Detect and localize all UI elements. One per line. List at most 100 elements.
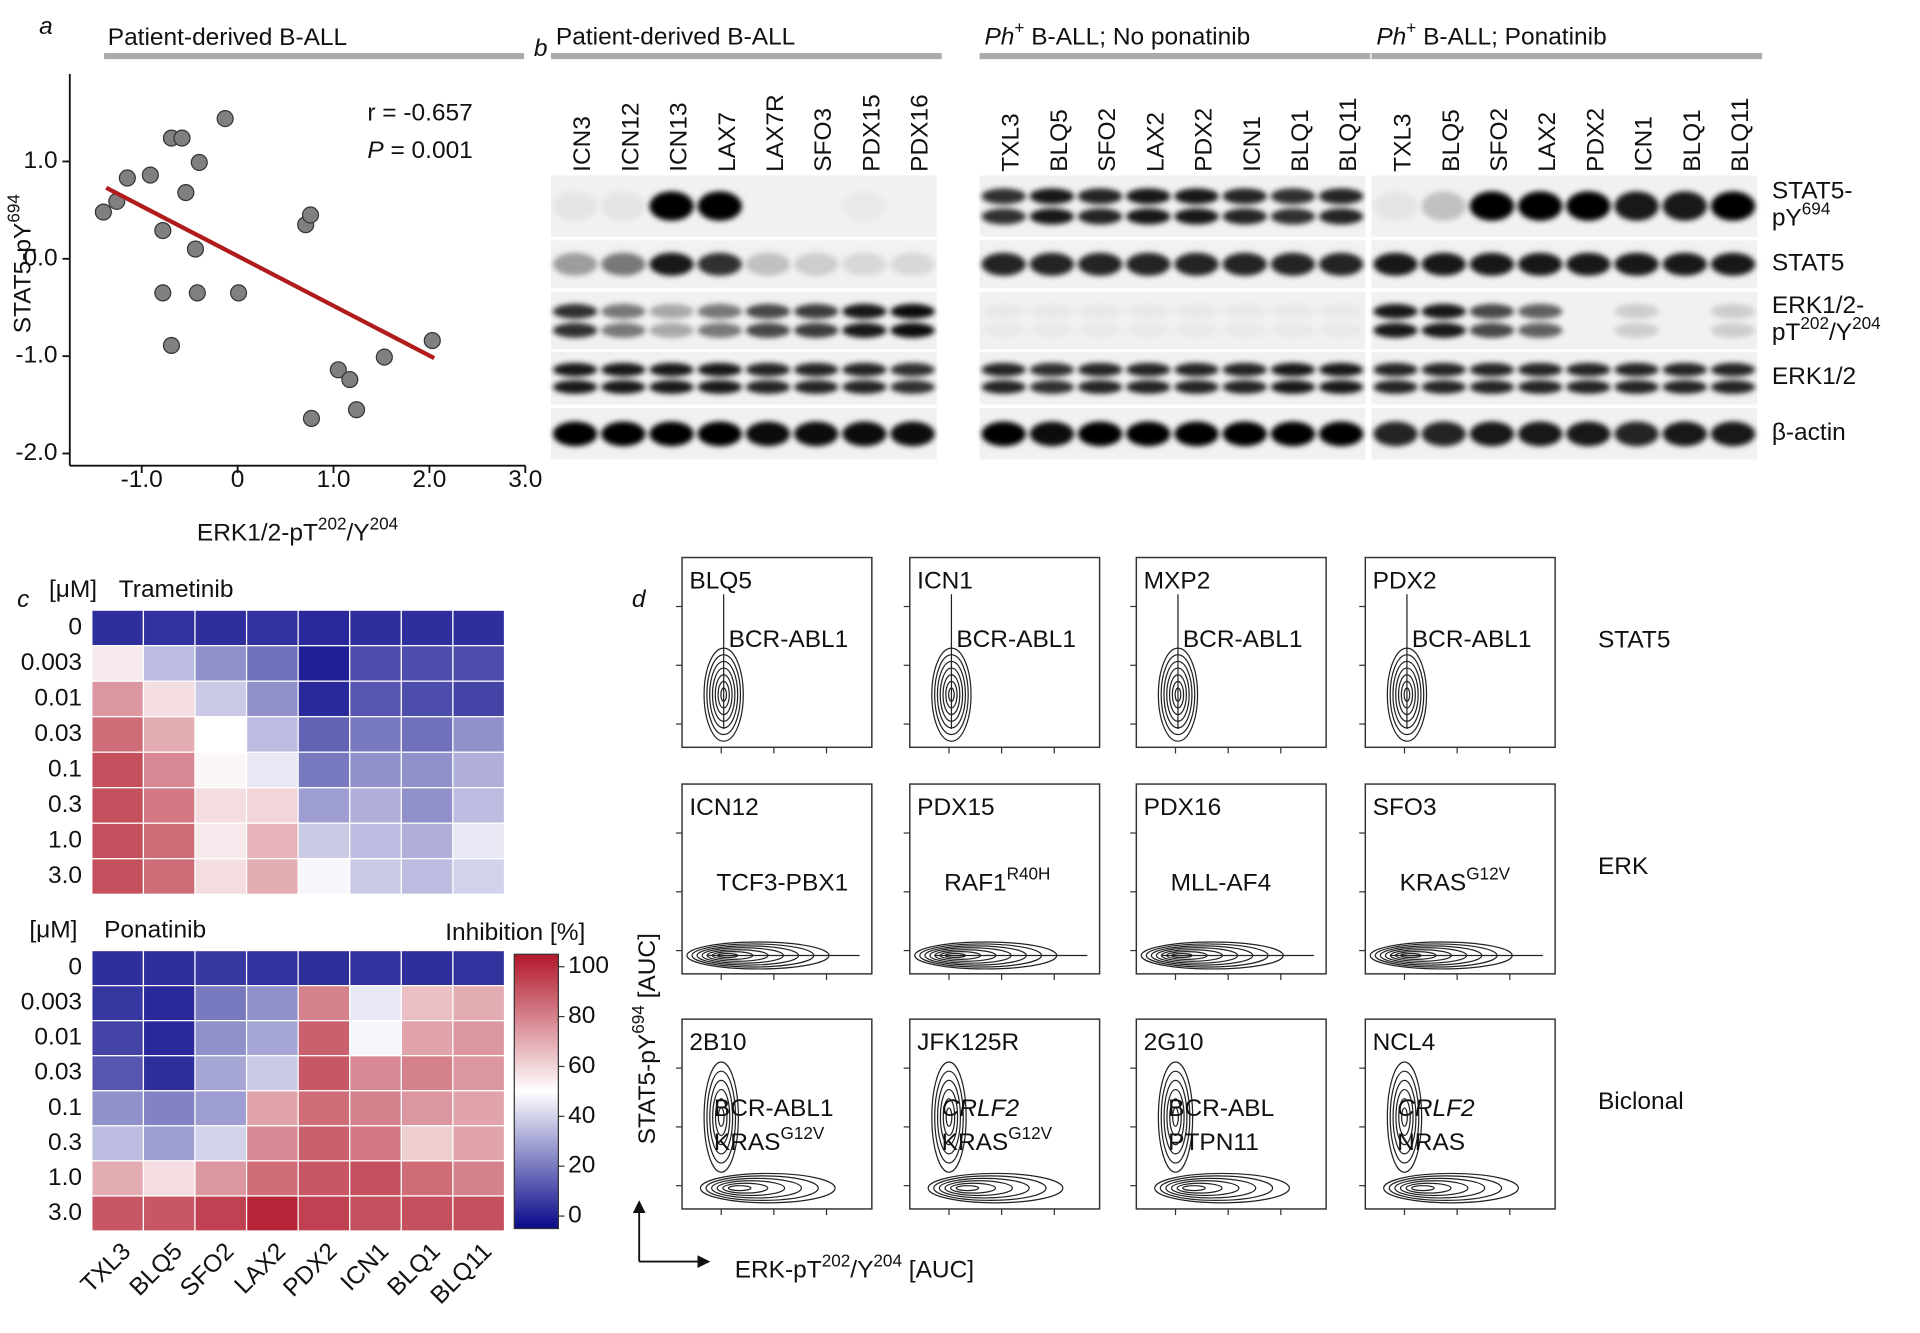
band xyxy=(1270,252,1316,276)
contour xyxy=(716,1180,786,1197)
heat-cell xyxy=(194,858,248,895)
blot-group-title-part: Patient-derived B-ALL xyxy=(556,24,795,51)
contour xyxy=(722,1182,769,1194)
column-label: ICN1 xyxy=(336,1238,395,1297)
band xyxy=(1126,421,1171,447)
lane-label: ICN3 xyxy=(569,116,596,172)
flow-contours xyxy=(1157,594,1199,742)
contour xyxy=(1392,1079,1417,1155)
band xyxy=(649,252,694,276)
lane-label: BLQ5 xyxy=(1438,109,1465,172)
x-axis-label-part: 202 xyxy=(318,513,347,533)
heat-cell xyxy=(245,1195,299,1232)
point xyxy=(301,206,320,224)
heat-cell xyxy=(194,949,248,987)
heat-cell xyxy=(91,787,145,824)
band xyxy=(794,252,839,276)
blot-row-label-part: β-actin xyxy=(1772,419,1846,446)
blot-group-title-part: B-ALL; Ponatinib xyxy=(1416,24,1606,51)
genotype-label: BCR-ABL1 xyxy=(729,626,849,653)
flow-x-label-part: 202 xyxy=(822,1250,851,1270)
heat-cell xyxy=(194,1195,248,1232)
heat-cell xyxy=(349,751,402,789)
flow-row-label: Biclonal xyxy=(1598,1088,1684,1115)
band xyxy=(1373,380,1418,394)
band xyxy=(981,252,1026,276)
heat-cell xyxy=(297,822,351,860)
contour xyxy=(1159,1175,1274,1201)
band xyxy=(745,322,791,338)
band xyxy=(1421,322,1466,338)
colorbar-tick-label: 100 xyxy=(568,952,609,979)
annotation-part: r = -0.657 xyxy=(367,100,472,127)
sample-label: PDX15 xyxy=(917,794,995,821)
band xyxy=(1077,252,1123,276)
heat-cell xyxy=(349,609,402,647)
flow-contours xyxy=(914,941,1088,970)
band xyxy=(745,380,791,394)
flow-contours xyxy=(686,941,860,970)
heat-cell xyxy=(452,716,506,753)
header-bar xyxy=(979,53,1371,60)
heat-cell xyxy=(452,985,506,1022)
band xyxy=(1319,362,1364,377)
lane-label: TXL3 xyxy=(1390,113,1417,171)
sample-label: 2G10 xyxy=(1144,1029,1204,1056)
band xyxy=(601,362,646,377)
heat-cell xyxy=(142,822,196,860)
heat-cell xyxy=(400,1020,454,1057)
heat-cell xyxy=(297,858,351,895)
sample-label: ICN12 xyxy=(689,794,758,821)
band xyxy=(1710,380,1756,394)
colorbar-tick-label: 60 xyxy=(568,1052,595,1079)
heat-cell xyxy=(297,751,351,789)
band xyxy=(1566,304,1610,319)
row-label: 0.03 xyxy=(34,1059,82,1086)
band xyxy=(794,421,839,447)
heat-cell xyxy=(400,985,454,1022)
flow-row-label: ERK xyxy=(1598,853,1649,880)
genotype-label: BCR-ABL1 xyxy=(714,1095,834,1122)
heat-cell xyxy=(194,1160,248,1197)
heat-cell xyxy=(245,1125,299,1162)
band xyxy=(1030,304,1074,319)
panel-label: b xyxy=(534,35,548,62)
heat-cell xyxy=(297,1020,351,1057)
point xyxy=(230,284,248,302)
flow-plot-frame xyxy=(681,1018,873,1210)
band xyxy=(697,191,742,221)
contour xyxy=(955,1185,980,1192)
sample-label: SFO3 xyxy=(1373,794,1437,821)
heat-cell xyxy=(297,609,351,647)
heat-cell xyxy=(297,985,351,1022)
sample-label: ICN1 xyxy=(917,567,973,594)
band xyxy=(1319,380,1364,394)
heat-cell xyxy=(400,680,454,718)
blot-row-label: STAT5- xyxy=(1772,178,1853,205)
heat-cell xyxy=(91,949,145,987)
band xyxy=(1029,362,1075,377)
band xyxy=(794,191,838,220)
heat-cell xyxy=(452,949,506,987)
blot-bands xyxy=(1373,303,1756,338)
band xyxy=(649,303,694,319)
band xyxy=(890,421,935,447)
band xyxy=(1223,304,1267,319)
row-label: 0 xyxy=(68,613,82,640)
flow-x-label-part: /Y xyxy=(850,1257,873,1284)
band xyxy=(842,191,886,220)
band xyxy=(1077,380,1123,394)
row-label: 0.003 xyxy=(21,649,82,676)
heat-cell xyxy=(400,1055,454,1092)
x-tick-label: 0 xyxy=(231,466,245,493)
band xyxy=(601,191,646,221)
heat-cell xyxy=(91,985,145,1022)
band xyxy=(649,362,694,377)
blot-background xyxy=(551,351,937,405)
contour xyxy=(1398,1098,1411,1137)
contour xyxy=(1405,1182,1452,1194)
lane-label: SFO2 xyxy=(1094,108,1121,172)
heat-cell xyxy=(142,1020,196,1057)
genotype-label: BCR-ABL1 xyxy=(1412,626,1532,653)
band xyxy=(1710,421,1756,447)
